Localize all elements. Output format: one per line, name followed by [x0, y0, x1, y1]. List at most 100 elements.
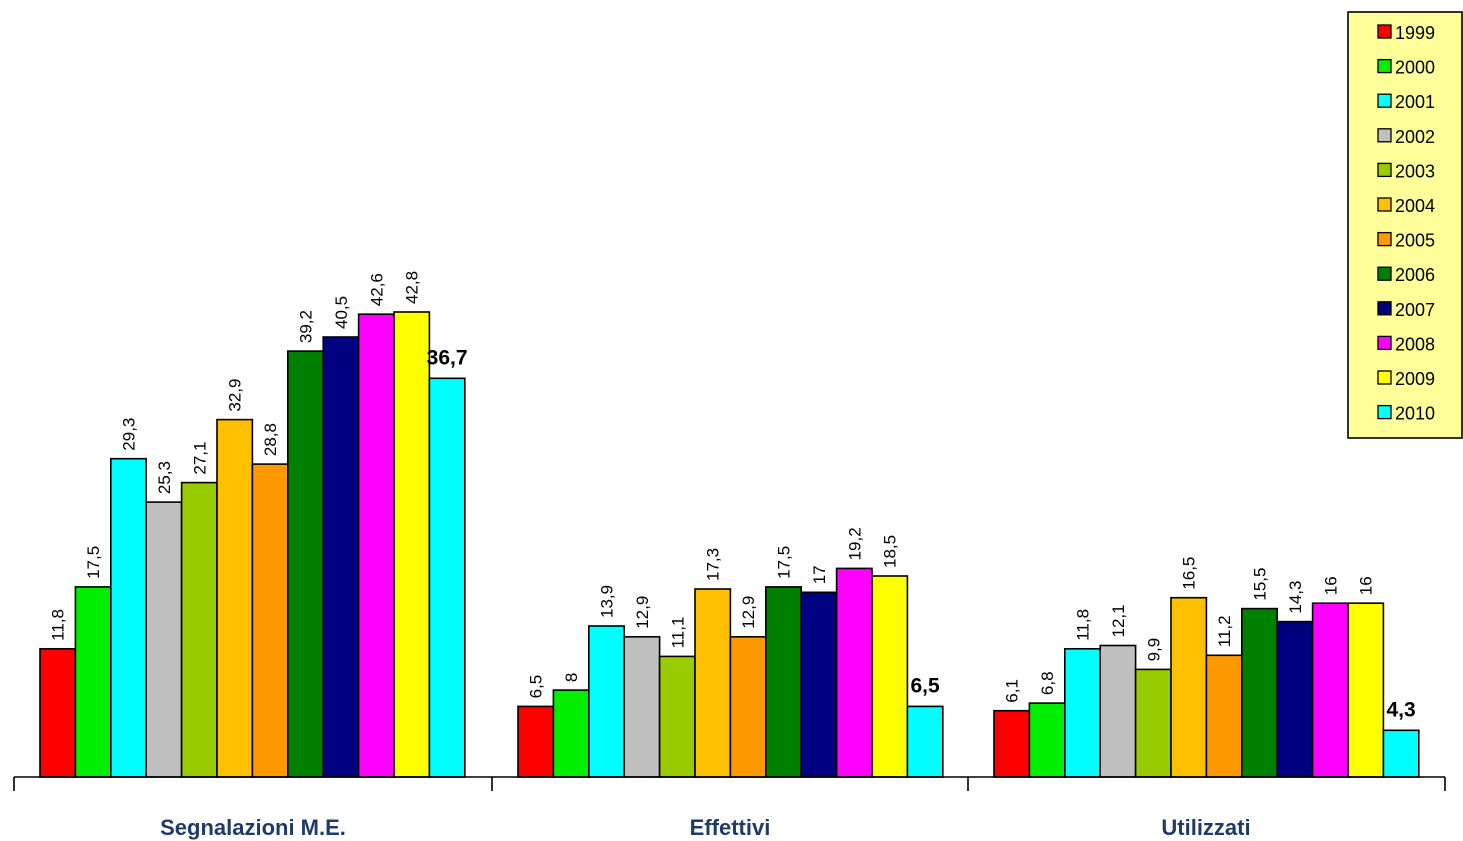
value-label-2001-2: 11,8 [1074, 609, 1093, 641]
bar-2001-2 [1064, 647, 1102, 778]
value-label-2010-2: 4,3 [1386, 698, 1415, 721]
bar-2008-1 [835, 567, 873, 778]
value-label-1999-0: 11,8 [49, 609, 68, 641]
bar-2009-0 [393, 311, 431, 778]
bar-2003-2 [1134, 668, 1172, 778]
bar-2006-2 [1241, 607, 1279, 778]
bar-2007-0 [322, 336, 360, 778]
legend-swatch-2000 [1377, 58, 1392, 74]
value-label-2007-1: 17 [810, 565, 829, 584]
legend-swatch-2001 [1377, 93, 1392, 108]
value-label-2010-0: 36,7 [427, 346, 468, 369]
legend-swatch-2007 [1377, 301, 1392, 316]
bar-2004-0 [216, 418, 254, 778]
bar-2008-2 [1311, 602, 1349, 778]
bar-2009-1 [871, 575, 909, 778]
legend-label-2004: 2004 [1395, 196, 1435, 216]
value-label-2000-0: 17,5 [84, 546, 103, 579]
bar-2010-0 [428, 377, 466, 778]
value-label-2004-1: 17,3 [704, 548, 723, 581]
bar-2005-0 [251, 463, 289, 778]
legend-swatch-2004 [1377, 197, 1392, 212]
value-label-2005-2: 11,2 [1215, 615, 1234, 647]
value-label-2002-1: 12,9 [633, 596, 652, 629]
bar-2010-2 [1382, 729, 1420, 778]
bar-2002-2 [1099, 644, 1137, 778]
category-label-1: Effettivi [690, 815, 771, 840]
bar-1999-2 [993, 709, 1031, 778]
bar-2004-2 [1170, 596, 1208, 778]
bar-2000-1 [552, 689, 590, 778]
bar-2009-2 [1347, 602, 1385, 778]
legend-label-1999: 1999 [1395, 23, 1435, 43]
value-label-2008-0: 42,6 [367, 273, 386, 306]
legend-label-2010: 2010 [1395, 404, 1435, 424]
value-label-2002-2: 12,1 [1109, 604, 1128, 637]
bar-2000-0 [74, 586, 112, 778]
legend-box [1347, 11, 1463, 439]
bar-2007-2 [1276, 620, 1314, 778]
value-label-2008-2: 16 [1321, 576, 1340, 595]
category-label-0: Segnalazioni M.E. [160, 815, 346, 840]
legend: 1999 2000 2001 2002 2003 2004 2005 2006 2007 2008… [1347, 11, 1463, 439]
value-label-2006-2: 15,5 [1251, 568, 1270, 601]
legend-label-2007: 2007 [1395, 300, 1435, 320]
bar-2010-1 [906, 705, 944, 778]
value-label-2004-2: 16,5 [1180, 557, 1199, 590]
value-label-2000-1: 8 [562, 673, 581, 682]
value-label-2003-0: 27,1 [190, 442, 209, 475]
legend-label-2003: 2003 [1395, 161, 1435, 181]
legend-swatch-2006 [1377, 266, 1392, 281]
value-label-2006-1: 17,5 [775, 546, 794, 579]
bars-group [39, 311, 1420, 778]
legend-label-2008: 2008 [1395, 334, 1435, 354]
legend-swatch-2010 [1377, 404, 1392, 420]
value-label-2006-0: 39,2 [297, 310, 316, 343]
bar-2003-1 [658, 655, 696, 778]
bar-2001-0 [110, 457, 148, 778]
legend-swatch-1999 [1377, 24, 1392, 39]
legend-label-2001: 2001 [1395, 92, 1435, 112]
legend-label-2000: 2000 [1395, 58, 1435, 78]
category-label-2: Utilizzati [1161, 815, 1250, 840]
value-label-2009-1: 18,5 [881, 535, 900, 568]
value-label-2007-0: 40,5 [332, 296, 351, 329]
bar-1999-0 [39, 647, 77, 778]
value-label-2003-1: 11,1 [668, 617, 687, 649]
bar-2007-1 [800, 591, 838, 778]
value-label-2008-1: 19,2 [845, 527, 864, 560]
bar-2002-0 [145, 501, 183, 778]
value-label-2004-0: 32,9 [226, 379, 245, 412]
legend-label-2006: 2006 [1395, 265, 1435, 285]
legend-label-2005: 2005 [1395, 231, 1435, 251]
bar-2003-0 [180, 481, 218, 778]
bar-1999-1 [517, 705, 555, 778]
value-label-2001-0: 29,3 [120, 418, 139, 451]
legend-swatch-2008 [1377, 335, 1392, 351]
bar-2001-1 [587, 625, 625, 778]
value-label-2009-2: 16 [1357, 576, 1376, 595]
bar-2000-2 [1028, 702, 1066, 778]
value-label-2000-2: 6,8 [1038, 671, 1057, 695]
value-label-2007-2: 14,3 [1286, 581, 1305, 614]
value-label-1999-1: 6,5 [527, 675, 546, 699]
value-label-2005-1: 12,9 [739, 596, 758, 629]
x-axis: Segnalazioni M.E. Effettivi Utilizzati [13, 776, 1446, 840]
bar-2002-1 [623, 635, 661, 778]
value-label-2001-1: 13,9 [598, 585, 617, 618]
legend-label-2002: 2002 [1395, 127, 1435, 147]
value-label-1999-2: 6,1 [1003, 679, 1022, 703]
bar-2005-1 [729, 635, 767, 778]
value-label-2010-1: 6,5 [910, 674, 940, 697]
legend-label-2009: 2009 [1395, 369, 1435, 389]
bar-2008-0 [357, 313, 395, 778]
value-label-2003-2: 9,9 [1144, 638, 1163, 662]
value-labels-group: 11,8 17,5 29,3 25,3 27,1 32,9 28,8 39,2 40,5 42,6… [49, 271, 1416, 721]
value-label-2009-0: 42,8 [403, 271, 422, 304]
legend-swatch-2009 [1377, 370, 1392, 385]
bar-2004-1 [694, 588, 732, 778]
value-label-2005-0: 28,8 [261, 423, 280, 456]
value-label-2002-0: 25,3 [155, 461, 174, 494]
bar-2006-1 [764, 586, 802, 778]
